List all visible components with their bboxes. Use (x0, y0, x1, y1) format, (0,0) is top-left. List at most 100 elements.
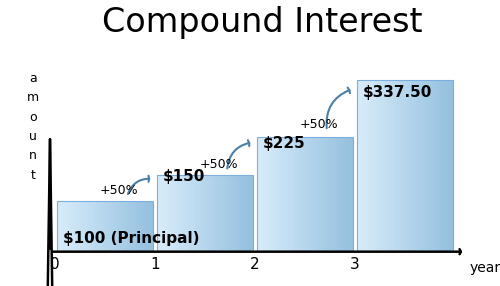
Bar (138, 201, 140, 252)
Bar (428, 80, 429, 252)
Bar (270, 137, 272, 252)
Bar (360, 80, 362, 252)
Bar (104, 201, 105, 252)
Bar (192, 175, 193, 252)
Text: o: o (29, 111, 37, 124)
Bar (194, 175, 196, 252)
Bar (294, 137, 296, 252)
Bar (178, 175, 180, 252)
Bar (175, 175, 176, 252)
Bar (123, 201, 124, 252)
Bar (408, 80, 410, 252)
Bar (168, 175, 169, 252)
Bar (293, 137, 294, 252)
Bar (88, 201, 90, 252)
Bar (87, 201, 88, 252)
Text: $337.50: $337.50 (363, 86, 432, 100)
Bar (86, 201, 87, 252)
Text: $150: $150 (163, 170, 206, 184)
Bar (182, 175, 184, 252)
Bar (262, 137, 263, 252)
Bar (136, 201, 138, 252)
Bar (368, 80, 369, 252)
Bar (320, 137, 322, 252)
Bar (180, 175, 181, 252)
Bar (157, 175, 253, 252)
Bar (144, 201, 146, 252)
Bar (436, 80, 438, 252)
Bar (296, 137, 298, 252)
Bar (132, 201, 134, 252)
Text: +50%: +50% (300, 118, 339, 131)
Bar (223, 175, 224, 252)
Bar (232, 175, 234, 252)
Bar (69, 201, 70, 252)
Bar (423, 80, 424, 252)
Bar (134, 201, 135, 252)
Bar (434, 80, 435, 252)
Bar (157, 175, 158, 252)
Bar (314, 137, 316, 252)
Bar (105, 201, 106, 252)
Bar (405, 80, 406, 252)
Bar (302, 137, 304, 252)
Bar (93, 201, 94, 252)
Bar (418, 80, 420, 252)
Bar (288, 137, 290, 252)
Bar (204, 175, 205, 252)
Bar (332, 137, 334, 252)
Bar (78, 201, 80, 252)
Bar (272, 137, 274, 252)
Bar (444, 80, 446, 252)
Bar (352, 137, 353, 252)
Bar (410, 80, 411, 252)
Bar (298, 137, 299, 252)
Bar (117, 201, 118, 252)
Bar (312, 137, 314, 252)
Bar (63, 201, 64, 252)
Bar (74, 201, 75, 252)
Bar (324, 137, 326, 252)
Bar (268, 137, 269, 252)
Bar (99, 201, 100, 252)
Bar (417, 80, 418, 252)
Bar (398, 80, 399, 252)
Bar (357, 80, 358, 252)
Bar (330, 137, 332, 252)
Bar (181, 175, 182, 252)
Text: +50%: +50% (100, 184, 138, 197)
Bar (222, 175, 223, 252)
Bar (274, 137, 275, 252)
Bar (235, 175, 236, 252)
Bar (217, 175, 218, 252)
Bar (424, 80, 426, 252)
Bar (96, 201, 98, 252)
Bar (252, 175, 253, 252)
Bar (275, 137, 276, 252)
Bar (347, 137, 348, 252)
Bar (184, 175, 186, 252)
Bar (141, 201, 142, 252)
Bar (64, 201, 66, 252)
Bar (338, 137, 340, 252)
Bar (346, 137, 347, 252)
Bar (160, 175, 162, 252)
Bar (90, 201, 92, 252)
Bar (169, 175, 170, 252)
Bar (147, 201, 148, 252)
Bar (166, 175, 168, 252)
Bar (106, 201, 108, 252)
Bar (220, 175, 222, 252)
Bar (406, 80, 407, 252)
Bar (196, 175, 198, 252)
Bar (158, 175, 160, 252)
Bar (426, 80, 428, 252)
Bar (257, 137, 353, 252)
Bar (236, 175, 238, 252)
Bar (186, 175, 187, 252)
Bar (442, 80, 444, 252)
Bar (234, 175, 235, 252)
Bar (244, 175, 246, 252)
Bar (62, 201, 63, 252)
Bar (422, 80, 423, 252)
